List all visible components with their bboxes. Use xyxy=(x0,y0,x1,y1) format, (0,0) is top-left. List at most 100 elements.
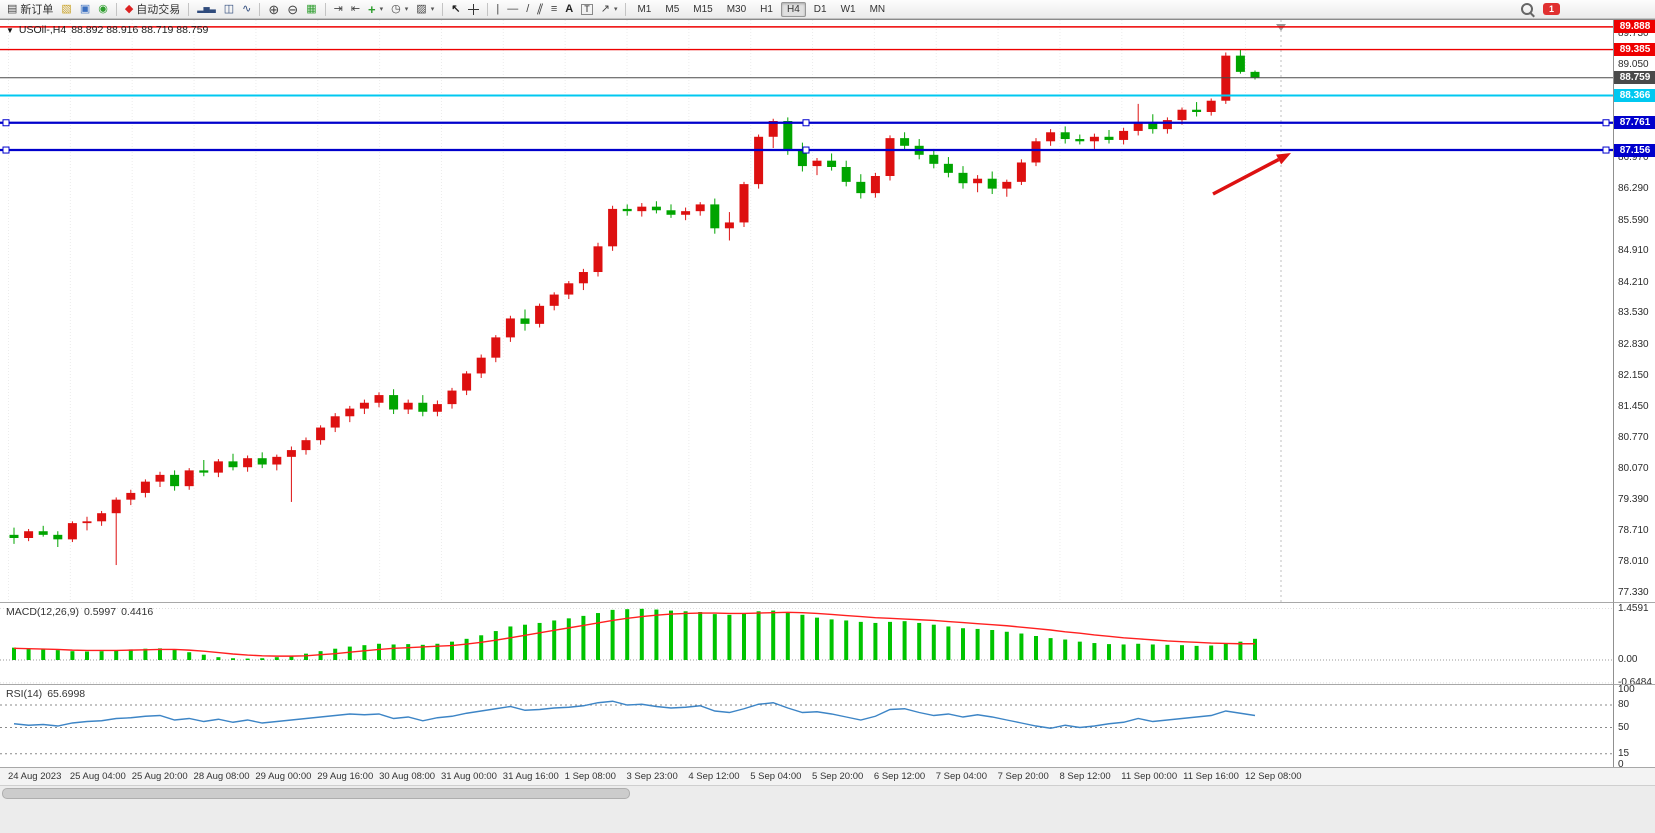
macd-bar xyxy=(187,652,192,660)
candle-body xyxy=(82,521,92,524)
time-label: 8 Sep 12:00 xyxy=(1059,771,1111,782)
market-watch-button[interactable]: ▣ xyxy=(76,0,94,18)
tile-windows-button[interactable]: ▦ xyxy=(302,0,320,18)
price-chart-canvas[interactable] xyxy=(0,20,1613,603)
timeframe-h4[interactable]: H4 xyxy=(780,1,806,17)
timeframe-m1[interactable]: M1 xyxy=(637,3,652,15)
auto-scroll-button[interactable]: ⇥ xyxy=(330,0,347,18)
candle-chart-button[interactable]: ◫ xyxy=(220,0,238,18)
time-label: 11 Sep 00:00 xyxy=(1121,771,1178,782)
macd-bar xyxy=(639,608,644,660)
zoom-out-button[interactable]: ⊖ xyxy=(283,0,302,18)
candle-body xyxy=(1206,100,1216,112)
toolbar-separator xyxy=(324,2,326,16)
bar-chart-button[interactable]: ▂▅▃ xyxy=(193,0,219,18)
candle-body xyxy=(520,318,530,324)
new-order-label: 新订单 xyxy=(20,4,54,16)
timeframe-w1[interactable]: W1 xyxy=(840,3,856,15)
timeframe-m15[interactable]: M15 xyxy=(693,3,713,15)
macd-bar xyxy=(158,648,162,660)
rsi-tick: 15 xyxy=(1618,747,1630,759)
macd-signal-line xyxy=(13,611,1255,657)
chart-shift-button[interactable]: ⇤ xyxy=(347,0,364,18)
main-chart-panel[interactable] xyxy=(0,19,1613,603)
macd-bar xyxy=(742,613,746,660)
price-tick: 78.010 xyxy=(1618,556,1649,568)
line-handle[interactable] xyxy=(1602,146,1610,154)
candle-body xyxy=(608,208,618,247)
timeframe-d1[interactable]: D1 xyxy=(813,3,827,15)
macd-bar xyxy=(1004,631,1009,660)
candle-body xyxy=(987,178,997,189)
price-axis[interactable]: 89.73089.05088.37087.67086.97086.29085.5… xyxy=(1613,19,1655,602)
channel-tool[interactable]: ∥ xyxy=(533,0,547,18)
search-button[interactable] xyxy=(1517,0,1537,18)
candle-body xyxy=(783,121,793,151)
rsi-panel[interactable]: RSI(14) 65.6998 xyxy=(0,684,1613,768)
indicators-button[interactable]: + ▾ xyxy=(364,0,387,18)
candle-body xyxy=(243,458,253,468)
candle-body xyxy=(651,206,661,211)
text-tool[interactable]: A xyxy=(561,0,577,18)
line-handle[interactable] xyxy=(2,146,10,154)
line-handle[interactable] xyxy=(802,146,810,154)
channel-icon: ∥ xyxy=(535,2,545,15)
zoom-out-icon: ⊖ xyxy=(287,1,299,17)
arrows-tool[interactable]: ↗ ▾ xyxy=(597,0,622,18)
toolbar-separator xyxy=(115,2,117,16)
trendline-tool[interactable]: / xyxy=(522,0,533,18)
notification-badge[interactable]: 1 xyxy=(1543,3,1560,15)
candle-body xyxy=(1016,162,1026,182)
candle-body xyxy=(345,408,355,417)
timeframe-mn[interactable]: MN xyxy=(869,3,886,15)
price-tick: 89.050 xyxy=(1618,58,1649,70)
timeframe-m30[interactable]: M30 xyxy=(726,3,747,15)
macd-bar xyxy=(1034,635,1038,660)
horizontal-scrollbar[interactable] xyxy=(2,788,630,799)
macd-canvas[interactable] xyxy=(0,603,1613,685)
candle-body xyxy=(126,492,136,500)
zoom-in-button[interactable]: ⊕ xyxy=(264,0,283,18)
vertical-line-tool[interactable]: | xyxy=(492,0,503,18)
time-label: 7 Sep 20:00 xyxy=(997,771,1049,782)
price-badge-support-2: 87.761 xyxy=(1614,116,1655,130)
macd-bar xyxy=(815,617,819,660)
macd-bar xyxy=(450,641,454,660)
profiles-button[interactable]: ▧ xyxy=(57,0,75,18)
chart-menu-icon[interactable]: ▼ xyxy=(6,25,14,35)
macd-bar xyxy=(858,621,863,660)
timeframe-h1[interactable]: H1 xyxy=(760,3,773,15)
price-tick: 78.710 xyxy=(1618,524,1649,536)
periods-button[interactable]: ◷ ▾ xyxy=(387,0,412,18)
auto-trading-button[interactable]: ◆ 自动交易 xyxy=(121,0,184,18)
time-label: 24 Aug 2023 xyxy=(8,771,62,782)
time-label: 5 Sep 20:00 xyxy=(812,771,864,782)
line-chart-button[interactable]: ∿ xyxy=(238,0,255,18)
templates-button[interactable]: ▨ ▾ xyxy=(412,0,438,18)
line-handle[interactable] xyxy=(2,119,10,127)
navigator-button[interactable]: ◉ xyxy=(94,0,112,18)
time-axis[interactable]: 24 Aug 2023 25 Aug 04:00 25 Aug 20:00 28 Au… xyxy=(0,767,1655,785)
horizontal-line-tool[interactable]: — xyxy=(503,0,522,18)
macd-panel[interactable]: MACD(12,26,9) 0.5997 0.4416 xyxy=(0,602,1613,685)
timeframe-m5[interactable]: M5 xyxy=(665,3,680,15)
candle-body xyxy=(199,470,209,473)
rsi-axis[interactable]: 100 80 50 15 0 xyxy=(1613,684,1655,770)
crosshair-button[interactable] xyxy=(464,0,483,18)
text-label-tool[interactable]: T xyxy=(577,0,597,18)
cursor-button[interactable]: ↖ xyxy=(447,0,464,18)
macd-bar xyxy=(1092,643,1097,660)
macd-axis[interactable]: 1.4591 0.00 -0.6484 xyxy=(1613,602,1655,688)
new-order-button[interactable]: ▤ 新订单 xyxy=(3,0,57,18)
line-handle[interactable] xyxy=(802,119,810,127)
candle-body xyxy=(67,523,77,540)
fibonacci-tool[interactable]: ≡ xyxy=(547,0,561,18)
macd-main-value: 0.5997 xyxy=(83,606,117,618)
macd-bar xyxy=(201,654,206,660)
candle-body xyxy=(1104,136,1114,140)
annotation-arrow[interactable] xyxy=(1212,157,1280,196)
rsi-canvas[interactable] xyxy=(0,685,1613,768)
line-handle[interactable] xyxy=(1602,119,1610,127)
price-tick: 84.910 xyxy=(1618,245,1649,257)
macd-bar xyxy=(1136,643,1141,660)
